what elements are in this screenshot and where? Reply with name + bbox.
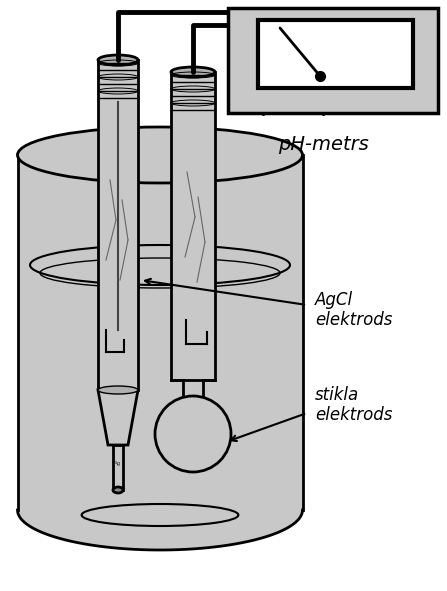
Bar xyxy=(228,8,438,113)
Ellipse shape xyxy=(98,386,138,394)
Ellipse shape xyxy=(98,55,138,65)
Polygon shape xyxy=(98,390,138,445)
Ellipse shape xyxy=(17,127,303,183)
Bar xyxy=(17,155,303,510)
Text: stikla
elektrods: stikla elektrods xyxy=(315,385,392,424)
Text: AgCl
elektrods: AgCl elektrods xyxy=(315,291,392,329)
Ellipse shape xyxy=(155,396,231,472)
Text: Ag: Ag xyxy=(114,460,122,466)
Ellipse shape xyxy=(113,487,123,493)
Polygon shape xyxy=(17,510,303,550)
Bar xyxy=(98,60,138,390)
Bar xyxy=(171,72,215,380)
Bar xyxy=(258,20,413,88)
Ellipse shape xyxy=(171,67,215,77)
Text: pH-metrs: pH-metrs xyxy=(278,135,368,154)
